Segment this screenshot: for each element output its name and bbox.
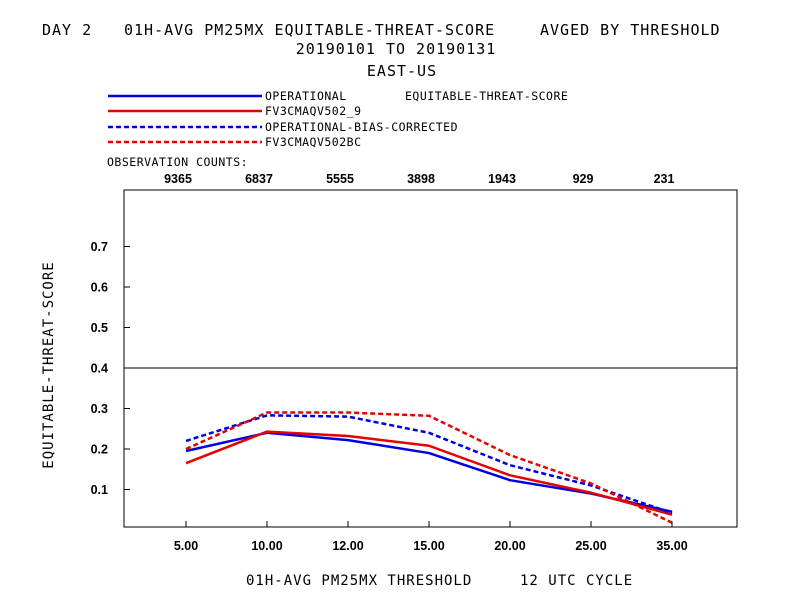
title-region: EAST-US <box>366 62 438 80</box>
x-tick-label: 12.00 <box>332 539 363 553</box>
y-tick-label: 0.6 <box>91 281 108 295</box>
y-axis-title: EQUITABLE-THREAT-SCORE <box>41 261 57 469</box>
observation-count: 929 <box>573 172 594 186</box>
title-date-range: 20190101 TO 20190131 <box>295 40 497 58</box>
title-stat: 01H-AVG PM25MX EQUITABLE-THREAT-SCORE <box>124 21 496 39</box>
y-tick-label: 0.2 <box>91 443 108 457</box>
observation-count: 6837 <box>245 172 273 186</box>
x-tick-label: 35.00 <box>656 539 687 553</box>
series-line-fv3cmaqv502-9 <box>185 430 673 516</box>
legend-stat-label: EQUITABLE-THREAT-SCORE <box>405 89 569 103</box>
legend-swatches <box>108 94 262 144</box>
legend-label-fv3cmaqv502bc: FV3CMAQV502BC <box>265 135 362 149</box>
y-tick-label: 0.1 <box>91 483 108 497</box>
observation-count: 231 <box>654 172 675 186</box>
observation-count: 9365 <box>164 172 192 186</box>
observation-count: 1943 <box>488 172 516 186</box>
series-line-operational-bias-corrected <box>185 414 673 515</box>
y-tick-label: 0.4 <box>91 362 108 376</box>
y-tick-label: 0.3 <box>91 402 108 416</box>
x-tick-label: 10.00 <box>251 539 282 553</box>
legend-label-operational-bias-corrected: OPERATIONAL-BIAS-CORRECTED <box>265 120 459 134</box>
cycle-label: 12 UTC CYCLE <box>520 573 634 589</box>
y-tick-label: 0.5 <box>91 321 108 335</box>
x-axis-title: 01H-AVG PM25MX THRESHOLD <box>246 573 473 589</box>
x-tick-label: 5.00 <box>174 539 198 553</box>
x-tick-label: 20.00 <box>494 539 525 553</box>
series-line-fv3cmaqv502bc <box>185 411 673 524</box>
legend-label-operational: OPERATIONAL <box>265 89 347 103</box>
observation-counts-label: OBSERVATION COUNTS: <box>107 155 249 169</box>
title-avg-method: AVGED BY THRESHOLD <box>540 21 721 39</box>
plot-frame <box>123 189 738 528</box>
title-day: DAY 2 <box>42 21 93 39</box>
x-tick-label: 15.00 <box>413 539 444 553</box>
legend-label-fv3cmaqv502-9: FV3CMAQV502_9 <box>265 104 362 118</box>
y-tick-label: 0.7 <box>91 240 108 254</box>
observation-count: 3898 <box>407 172 435 186</box>
observation-count: 5555 <box>326 172 354 186</box>
x-tick-label: 25.00 <box>575 539 606 553</box>
